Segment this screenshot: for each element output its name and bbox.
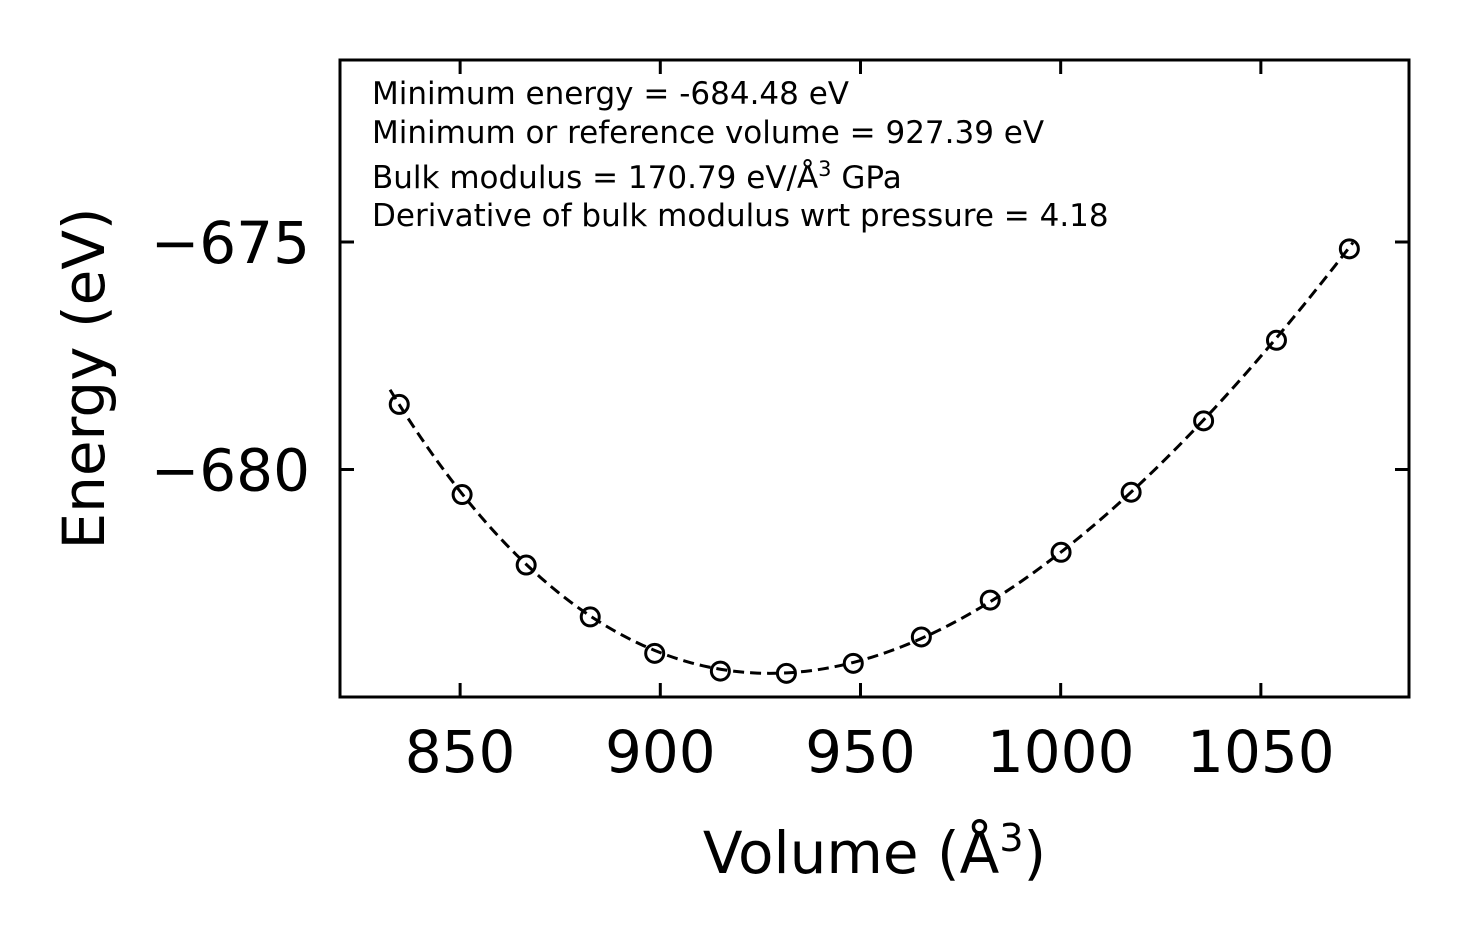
data-point <box>515 554 537 576</box>
annotation-line: Minimum or reference volume = 927.39 eV <box>372 115 1044 151</box>
annotation-line: Derivative of bulk modulus wrt pressure … <box>372 198 1109 234</box>
x-tick-label: 900 <box>605 718 716 786</box>
x-tick-label: 950 <box>805 718 916 786</box>
plot-frame <box>338 58 1411 699</box>
fit-curve <box>388 241 1355 675</box>
data-point <box>579 606 601 628</box>
annotation-line: Bulk modulus = 170.79 eV/Å3 GPa <box>372 157 902 196</box>
x-tick-label: 1050 <box>1187 718 1335 786</box>
annotation-line: Minimum energy = -684.48 eV <box>372 76 849 112</box>
data-point <box>451 484 473 506</box>
data-point <box>709 660 731 682</box>
x-tick-label: 1000 <box>987 718 1135 786</box>
y-tick-label: −675 <box>151 209 310 277</box>
x-axis-label: Volume (Å3) <box>703 816 1046 887</box>
y-axis-label: Energy (eV) <box>50 207 118 549</box>
data-point <box>1193 410 1215 432</box>
y-tick-label: −680 <box>151 437 310 505</box>
x-tick-label: 850 <box>405 718 516 786</box>
data-point <box>388 393 410 415</box>
data-point <box>910 626 932 648</box>
data-point <box>979 589 1001 611</box>
data-point <box>1265 329 1287 351</box>
data-point <box>644 642 666 664</box>
data-point <box>1120 481 1142 503</box>
data-point <box>1050 541 1072 563</box>
data-point <box>1338 238 1360 260</box>
data-point <box>842 652 864 674</box>
data-point <box>775 662 797 684</box>
